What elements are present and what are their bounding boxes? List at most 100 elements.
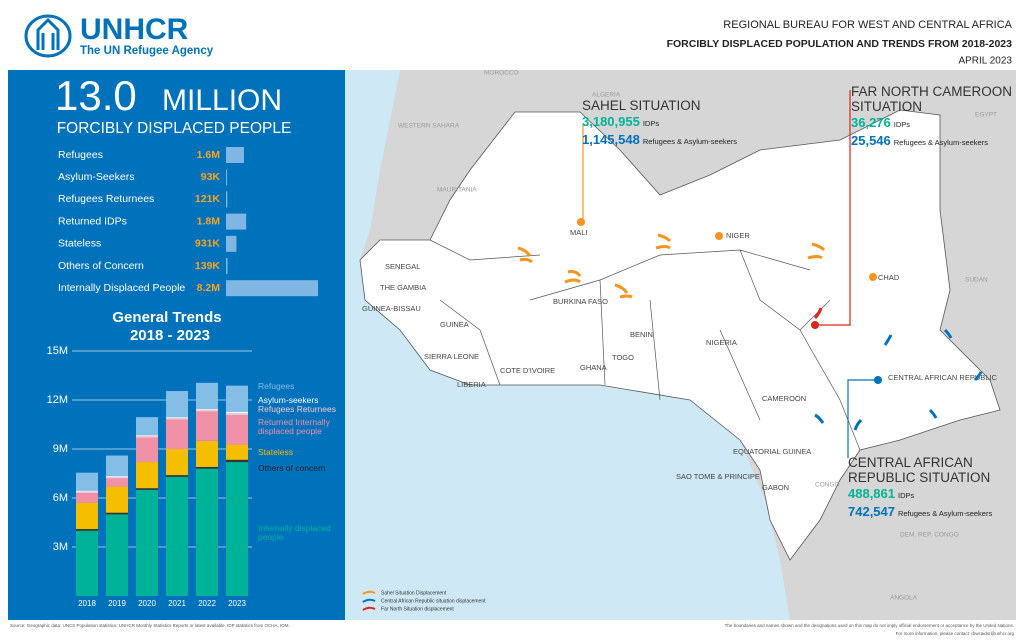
stack-segment bbox=[226, 411, 248, 414]
legend-symbol bbox=[362, 598, 376, 603]
header-date: APRIL 2023 bbox=[958, 56, 1012, 67]
country-label: LIBERIA bbox=[457, 380, 486, 389]
contact: For more information, please contact: rb… bbox=[896, 631, 1015, 636]
value-label: 1.6M bbox=[197, 149, 221, 161]
legend-symbol bbox=[362, 590, 376, 595]
idp-row: 3,180,955 IDPs bbox=[582, 113, 782, 131]
value-label: 931K bbox=[195, 238, 221, 250]
category-label: Refugees bbox=[58, 149, 103, 161]
borders bbox=[429, 239, 861, 451]
category-label: Refugees Returnees bbox=[58, 193, 154, 205]
country-label: CAMEROON bbox=[762, 394, 806, 403]
sahel-dot bbox=[577, 218, 585, 226]
legend-entry: Refugees bbox=[258, 382, 295, 391]
source: Source: Geographic data: UNCS Population… bbox=[10, 623, 290, 628]
refugee-label: Refugees & Asylum-seekers bbox=[893, 138, 988, 147]
neighbour-label: DEM. REP. CONGO bbox=[900, 532, 959, 539]
bureau: REGIONAL BUREAU FOR WEST AND CENTRAL AFR… bbox=[723, 19, 1012, 31]
country-label: CHAD bbox=[878, 273, 900, 282]
x-tick-label: 2020 bbox=[138, 599, 156, 608]
stack-segment bbox=[136, 437, 158, 463]
country-label: GUINEA-BISSAU bbox=[362, 304, 421, 313]
situation-title: FAR NORTH CAMEROON SITUATION bbox=[851, 84, 1013, 114]
x-tick-label: 2018 bbox=[78, 599, 96, 608]
series-name: Internally displaced people bbox=[258, 524, 331, 542]
bar bbox=[226, 280, 318, 297]
series-name: Others of concern bbox=[258, 464, 326, 473]
situation-title: CENTRAL AFRICAN REPUBLIC SITUATION bbox=[848, 455, 991, 485]
stack-segment bbox=[226, 444, 248, 460]
stack-segment bbox=[136, 488, 158, 490]
refugee-figure: 25,546 bbox=[851, 133, 891, 148]
disclaimer: The boundaries and names shown and the d… bbox=[725, 623, 1014, 628]
stack-segment bbox=[196, 468, 218, 596]
country-label: TOGO bbox=[612, 353, 634, 362]
idp-figure: 488,861 bbox=[848, 486, 895, 501]
country-label: GUINEA bbox=[440, 320, 469, 329]
stack-segment bbox=[106, 455, 128, 476]
situation: CENTRAL AFRICAN REPUBLIC SITUATION488,86… bbox=[848, 455, 1018, 521]
stack-segment bbox=[106, 514, 128, 596]
logo-subtitle: The UN Refugee Agency bbox=[80, 45, 214, 57]
neighbour-label: SUDAN bbox=[965, 277, 988, 284]
legend-entry: Others of concern bbox=[258, 464, 326, 473]
y-tick-label: 3M bbox=[53, 541, 68, 553]
stack-segment bbox=[106, 476, 128, 479]
idp-label: IDPs bbox=[898, 491, 915, 500]
neighbour-label: CONGO bbox=[815, 482, 840, 489]
country-label: COTE D'IVOIRE bbox=[500, 366, 555, 375]
map-legend-label: Far North Situation displacement bbox=[381, 606, 454, 612]
category-label: Others of Concern bbox=[58, 260, 144, 272]
trend-subtitle: 2018 - 2023 bbox=[130, 327, 210, 344]
idp-label: IDPs bbox=[642, 119, 660, 128]
x-tick-label: 2021 bbox=[168, 599, 186, 608]
header-title: FORCIBLY DISPLACED POPULATION AND TRENDS… bbox=[667, 38, 1013, 50]
country-label: MALI bbox=[570, 228, 588, 237]
idp-label: IDPs bbox=[893, 120, 911, 129]
headline-unit: MILLION bbox=[162, 84, 282, 117]
legend-entry: Stateless bbox=[258, 448, 293, 457]
series-name: Refugees bbox=[258, 382, 295, 391]
situation-title: SAHEL SITUATION bbox=[582, 98, 701, 113]
far-north-leader bbox=[815, 90, 851, 326]
x-tick-label: 2019 bbox=[108, 599, 126, 608]
y-tick-label: 9M bbox=[53, 443, 68, 455]
category-label: Returned IDPs bbox=[58, 215, 127, 227]
refugee-figure: 1,145,548 bbox=[582, 132, 640, 147]
stack-segment bbox=[76, 502, 98, 530]
country-label: GHANA bbox=[580, 363, 607, 372]
country-label: SENEGAL bbox=[385, 262, 420, 271]
stack-segment bbox=[106, 486, 128, 513]
country-label: BENIN bbox=[630, 330, 653, 339]
stack-segment bbox=[196, 411, 218, 441]
situation-box: SAHEL SITUATION 3,180,955 IDPs 1,145,548 Ref… bbox=[582, 98, 782, 149]
logo bbox=[24, 14, 72, 58]
stack-segment bbox=[166, 476, 188, 596]
car-dot bbox=[874, 376, 882, 384]
legend-entry: Refugees Returnees bbox=[258, 405, 336, 414]
country-label: NIGER bbox=[726, 231, 750, 240]
bar bbox=[226, 147, 244, 163]
car-leader bbox=[847, 379, 878, 458]
refugee-row: 25,546 Refugees & Asylum-seekers bbox=[851, 132, 1021, 150]
stack-segment bbox=[136, 462, 158, 489]
situation-box: CENTRAL AFRICAN REPUBLIC SITUATION 488,86… bbox=[848, 455, 1018, 521]
value-label: 93K bbox=[201, 171, 221, 183]
value-label: 139K bbox=[195, 260, 221, 272]
refugee-label: Refugees & Asylum-seekers bbox=[642, 137, 738, 146]
bar bbox=[226, 258, 228, 274]
idp-row: 488,861 IDPs bbox=[848, 485, 1018, 503]
stack-segment bbox=[166, 391, 188, 418]
headline-caption: FORCIBLY DISPLACED PEOPLE bbox=[57, 120, 292, 137]
stack-segment bbox=[166, 419, 188, 449]
country-label: GABON bbox=[762, 483, 789, 492]
country-label: THE GAMBIA bbox=[380, 283, 426, 292]
x-tick-label: 2022 bbox=[198, 599, 216, 608]
region bbox=[359, 109, 1001, 561]
far-north-dot bbox=[811, 321, 819, 329]
bar bbox=[226, 213, 247, 230]
stack-segment bbox=[166, 417, 188, 418]
stack-segment bbox=[226, 385, 248, 412]
